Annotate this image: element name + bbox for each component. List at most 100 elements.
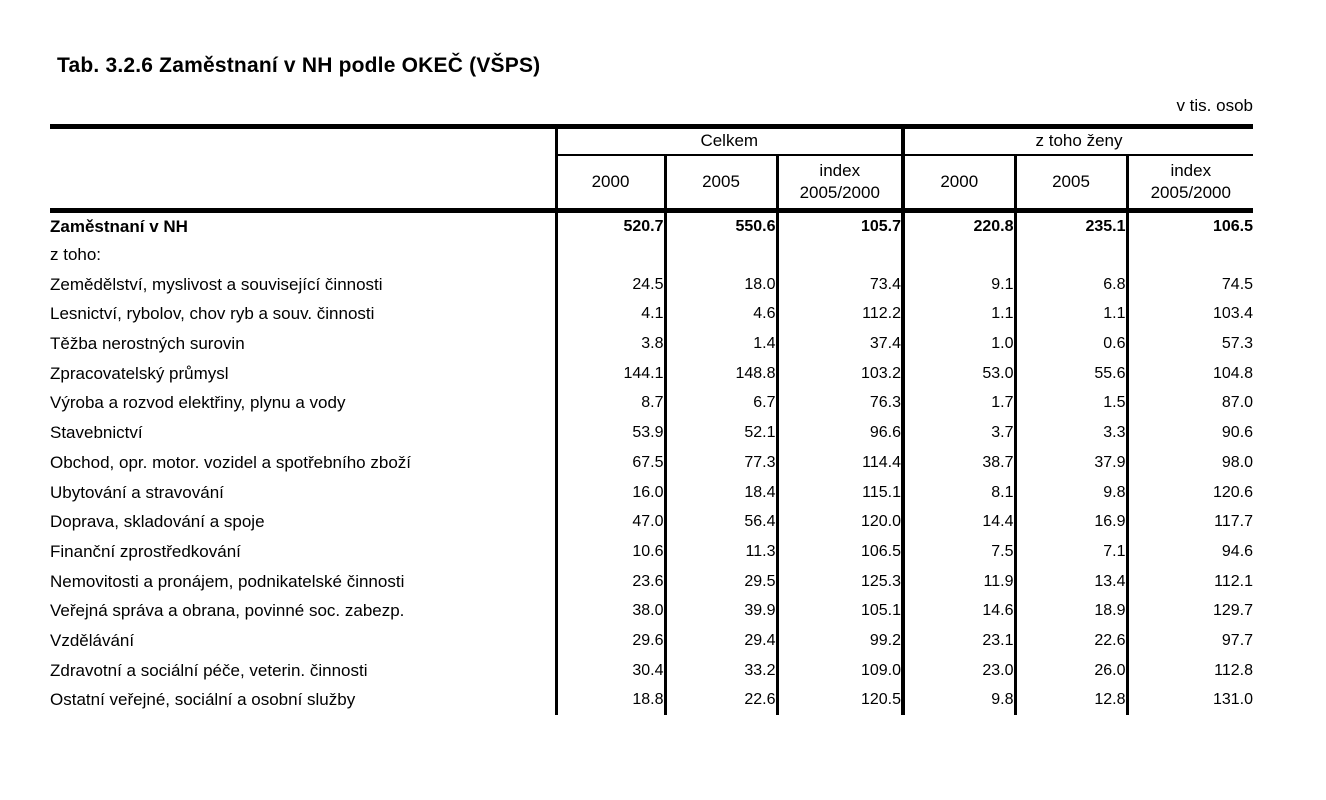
cell-value: 104.8 — [1212, 364, 1254, 382]
subheader-total-2005: 2005 — [665, 154, 779, 213]
cell-value: 115.1 — [777, 477, 905, 508]
row-label: Lesnictví, rybolov, chov ryb a souv. čin… — [50, 299, 558, 330]
cell-value: 10.6 — [556, 537, 667, 567]
cell-value: 29.4 — [665, 626, 779, 656]
cell-value: 14.6 — [903, 596, 1017, 627]
table-row: Ubytování a stravování 16.0 18.4 115.1 8… — [50, 477, 1254, 508]
cell-value: 18.4 — [665, 477, 779, 508]
cell-value: 99.2 — [777, 626, 905, 656]
row-label: Veřejná správa a obrana, povinné soc. za… — [50, 596, 558, 627]
row-label: Zemědělství, myslivost a související čin… — [50, 269, 558, 300]
cell-value: 120.0 — [777, 507, 905, 538]
cell-value: 98.0 — [1221, 453, 1254, 471]
subheader-total-index: index 2005/2000 — [777, 154, 905, 213]
cell-value: 18.0 — [665, 269, 779, 300]
cell-value: 3.8 — [556, 329, 667, 359]
cell-value: 129.7 — [1212, 602, 1254, 620]
cell-value: 53.0 — [903, 358, 1017, 389]
cell-value: 235.1 — [1015, 210, 1129, 241]
cell-value: 97.7 — [1221, 631, 1254, 649]
cell-value: 4.1 — [556, 299, 667, 330]
cell-value: 23.1 — [903, 626, 1017, 656]
cell-value: 22.6 — [1015, 626, 1129, 656]
cell-value: 90.6 — [1221, 424, 1254, 442]
table-row: Obchod, opr. motor. vozidel a spotřebníh… — [50, 448, 1253, 478]
table-row: Finanční zprostředkování 10.6 11.3 106.5… — [50, 537, 1253, 567]
employment-table: Celkem z toho ženy 2000 2005 index 2005/… — [50, 124, 1254, 716]
row-label: Nemovitosti a pronájem, podnikatelské či… — [50, 566, 558, 597]
cell-value: 105.7 — [777, 210, 905, 241]
table-row: z toho: — [50, 240, 1253, 270]
cell-value: 7.5 — [903, 537, 1017, 567]
cell-value: 47.0 — [556, 507, 667, 538]
cell-value: 109.0 — [777, 655, 905, 686]
table-row: Nemovitosti a pronájem, podnikatelské či… — [50, 566, 1253, 597]
corner-cell — [50, 124, 558, 155]
row-label: Těžba nerostných surovin — [50, 329, 558, 359]
cell-value: 105.1 — [777, 596, 905, 627]
cell-value: 76.3 — [777, 388, 905, 419]
cell-value: 55.6 — [1015, 358, 1129, 389]
subheader-label-cell — [50, 154, 558, 213]
table-row: Výroba a rozvod elektřiny, plynu a vody … — [50, 388, 1254, 419]
cell-value: 120.6 — [1212, 483, 1254, 501]
cell-value: 4.6 — [665, 299, 779, 330]
cell-value — [903, 240, 1017, 270]
row-label: Stavebnictví — [50, 418, 558, 448]
cell-value: 96.6 — [777, 418, 905, 448]
cell-value: 117.7 — [1214, 513, 1254, 531]
subheader-women-2005: 2005 — [1015, 154, 1129, 213]
cell-value: 13.4 — [1015, 566, 1129, 597]
cell-value: 125.3 — [777, 566, 905, 597]
group-header-women: z toho ženy — [903, 124, 1254, 156]
cell-value: 26.0 — [1015, 655, 1129, 686]
cell-value: 106.5 — [777, 537, 905, 567]
cell-value: 38.0 — [556, 596, 667, 627]
table-row: Zdravotní a sociální péče, veterin. činn… — [50, 655, 1253, 686]
row-label: Ostatní veřejné, sociální a osobní služb… — [50, 685, 558, 716]
table-row: Stavebnictví 53.9 52.1 96.6 3.7 3.3 90.6 — [50, 418, 1253, 448]
cell-value: 103.2 — [777, 358, 905, 389]
row-label: Ubytování a stravování — [50, 477, 558, 508]
cell-value: 87.0 — [1221, 394, 1254, 412]
cell-value: 18.9 — [1015, 596, 1129, 627]
cell-value: 3.7 — [903, 418, 1017, 448]
cell-value: 1.7 — [903, 388, 1017, 419]
cell-value: 9.1 — [903, 269, 1017, 300]
cell-value: 9.8 — [1015, 477, 1129, 508]
cell-value: 52.1 — [665, 418, 779, 448]
page-title: Tab. 3.2.6 Zaměstnaní v NH podle OKEČ (V… — [57, 54, 541, 77]
row-label: Zpracovatelský průmysl — [50, 358, 558, 389]
cell-value — [777, 240, 905, 270]
table-header: Celkem z toho ženy 2000 2005 index 2005/… — [50, 124, 1254, 213]
row-label: Obchod, opr. motor. vozidel a spotřebníh… — [50, 448, 558, 478]
cell-value: 74.5 — [1221, 275, 1254, 293]
row-label: Vzdělávání — [50, 626, 558, 656]
row-label: z toho: — [50, 240, 558, 270]
cell-value: 94.6 — [1221, 542, 1254, 560]
cell-value — [556, 240, 667, 270]
table-row: Ostatní veřejné, sociální a osobní služb… — [50, 685, 1253, 716]
table-row: Doprava, skladování a spoje 47.0 56.4 12… — [50, 507, 1254, 538]
cell-value: 3.3 — [1015, 418, 1129, 448]
cell-value: 1.0 — [903, 329, 1017, 359]
cell-value: 37.4 — [777, 329, 905, 359]
cell-value: 112.2 — [777, 299, 905, 330]
cell-value — [665, 240, 779, 270]
cell-value — [1015, 240, 1129, 270]
cell-value: 29.6 — [556, 626, 667, 656]
cell-value: 39.9 — [665, 596, 779, 627]
cell-value: 33.2 — [665, 655, 779, 686]
cell-value: 7.1 — [1015, 537, 1129, 567]
cell-value: 1.1 — [1015, 299, 1129, 330]
cell-value: 106.5 — [1212, 217, 1254, 235]
cell-value: 6.8 — [1015, 269, 1129, 300]
cell-value: 18.8 — [556, 685, 667, 716]
cell-value: 6.7 — [665, 388, 779, 419]
subheader-women-2000: 2000 — [903, 154, 1017, 213]
sub-header-row: 2000 2005 index 2005/2000 2000 2005 inde… — [50, 154, 1254, 213]
cell-value: 14.4 — [903, 507, 1017, 538]
cell-value: 73.4 — [777, 269, 905, 300]
cell-value: 103.4 — [1212, 305, 1254, 323]
